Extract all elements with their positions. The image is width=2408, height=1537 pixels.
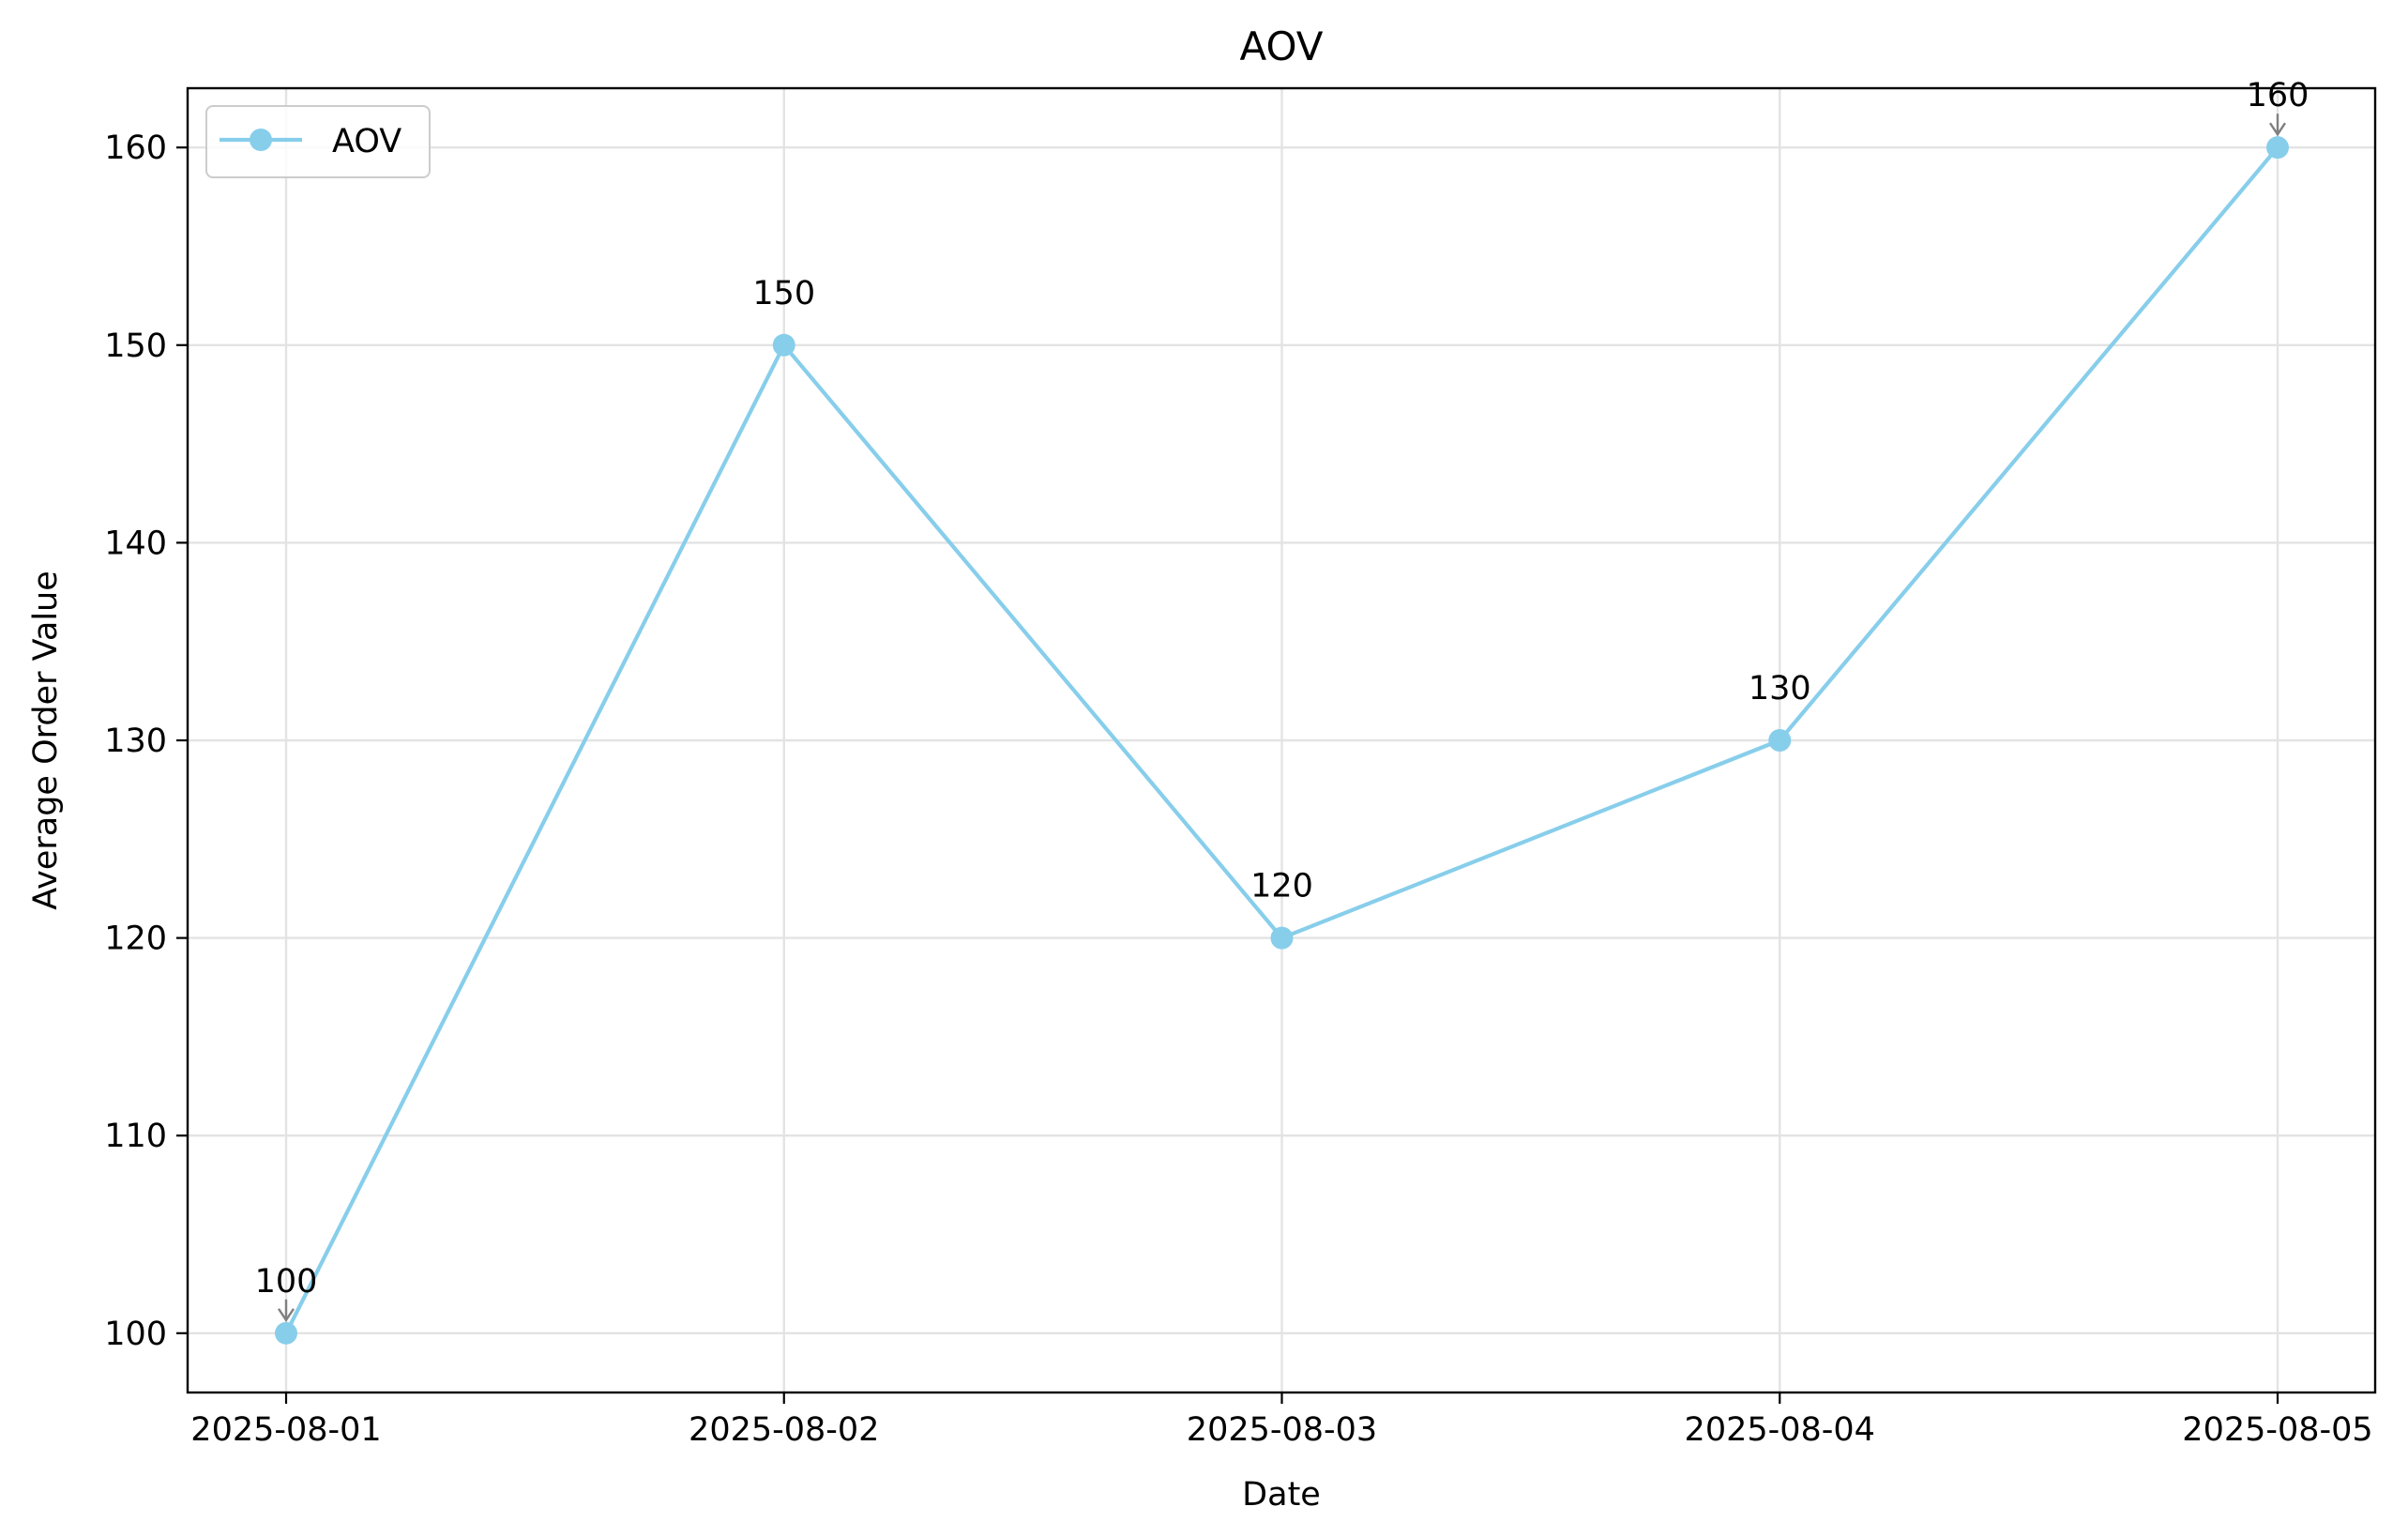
y-tick-label: 130 [104,723,167,760]
annotation-arrow-head [278,1308,295,1322]
x-tick-label: 2025-08-03 [1187,1411,1377,1449]
y-tick-label: 160 [104,129,167,167]
x-axis: 2025-08-01 2025-08-02 2025-08-03 2025-08-04… [190,1392,2373,1449]
data-labels: 100 150 120 130 160 [255,77,2310,1322]
data-label: 130 [1749,670,1811,708]
data-label: 150 [752,275,815,312]
series-point-aov [772,333,795,357]
y-axis: 100 110 120 130 140 150 160 [104,129,188,1353]
legend-marker-swatch [250,129,272,151]
y-tick-label: 140 [104,525,167,562]
y-tick-label: 120 [104,921,167,958]
series-point-aov [2266,136,2289,160]
legend-frame [205,105,431,178]
annotation-arrow-head [2269,122,2286,137]
legend-entry-label: AOV [332,123,401,160]
x-tick-label: 2025-08-05 [2182,1411,2372,1449]
x-tick-label: 2025-08-04 [1685,1411,1875,1449]
series-point-aov [1768,729,1792,752]
data-label: 160 [2247,77,2310,114]
chart-title: AOV [1239,23,1323,69]
data-label: 100 [255,1263,318,1301]
legend: AOV [205,105,431,178]
x-tick-label: 2025-08-01 [190,1411,381,1449]
y-tick-label: 110 [104,1118,167,1155]
series-point-aov [1270,926,1294,950]
y-axis-label: Average Order Value [27,571,65,910]
x-axis-label: Date [1242,1476,1321,1514]
x-tick-label: 2025-08-02 [689,1411,879,1449]
series-layer [275,136,2289,1345]
grid [188,88,2375,1392]
data-label: 120 [1250,868,1313,905]
y-tick-label: 150 [104,327,167,365]
series-point-aov [275,1321,297,1345]
y-tick-label: 100 [104,1316,167,1353]
